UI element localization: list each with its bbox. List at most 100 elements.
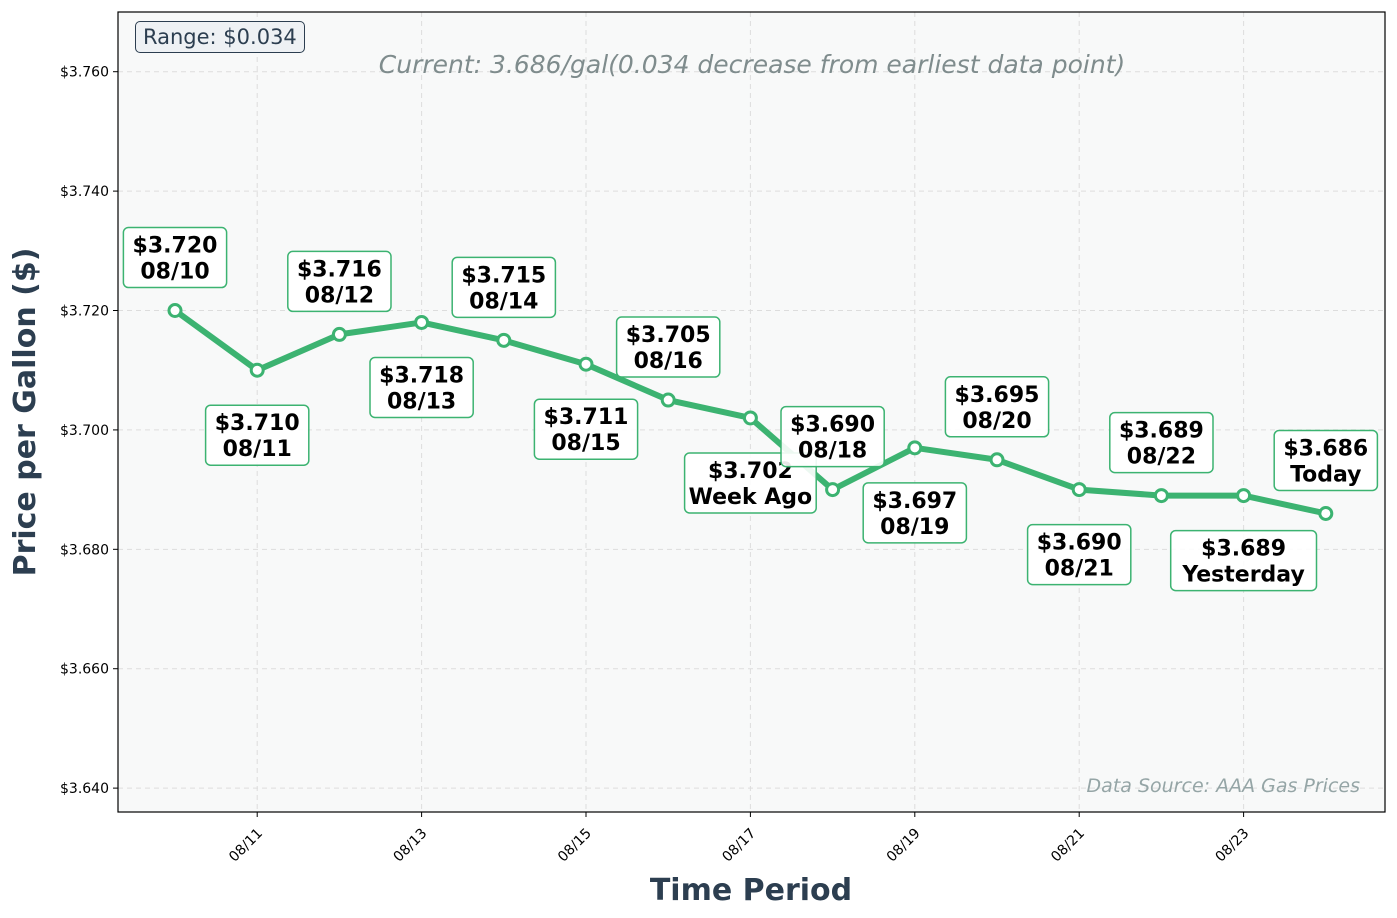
data-label-box (204, 404, 310, 466)
data-label-box (287, 250, 392, 313)
data-point (496, 332, 512, 348)
x-tick-label: 08/19 (884, 826, 924, 866)
data-label-date: 08/21 (1045, 557, 1114, 582)
range-badge: Range: $0.034 (135, 21, 305, 53)
data-label-price: $3.718 (379, 363, 464, 388)
data-label-price: $3.715 (461, 263, 546, 288)
y-tick-label: $3.660 (60, 662, 109, 678)
x-tick-label: 08/21 (1048, 826, 1088, 866)
data-label-date: Week Ago (689, 485, 813, 510)
data-label-date: 08/14 (469, 289, 538, 314)
data-point (1318, 505, 1334, 521)
source-note: Data Source: AAA Gas Prices (1087, 775, 1361, 797)
data-point (989, 452, 1005, 468)
y-axis: $3.640 $3.660 $3.680 $3.700 $3.720 $3.740 $3.7… (60, 65, 118, 797)
data-label-date: 08/18 (798, 439, 867, 464)
chart-subtitle: Current: 3.686/gal(0.034 decrease from e… (379, 50, 1125, 79)
y-tick-label: $3.680 (60, 542, 109, 558)
data-label-box (1273, 429, 1379, 492)
data-label-price: $3.689 (1201, 537, 1286, 562)
data-label-box (862, 482, 968, 544)
data-labels-group: $3.72008/10$3.71008/11$3.71608/12$3.7180… (122, 226, 1379, 592)
data-label-date: Today (1290, 462, 1361, 487)
data-label-date: 08/19 (880, 515, 949, 540)
data-label-box (615, 316, 721, 378)
data-point (414, 314, 430, 330)
data-label-date: 08/15 (551, 431, 620, 456)
x-axis: 08/11 08/13 08/15 08/17 08/19 08/21 08/23 (226, 812, 1252, 865)
data-label-date: 08/13 (387, 389, 456, 414)
data-label-box (1026, 523, 1132, 586)
data-label-price: $3.710 (215, 411, 300, 436)
data-point (742, 410, 758, 426)
data-label-box (944, 376, 1050, 438)
y-tick-label: $3.700 (60, 423, 109, 439)
x-tick-label: 08/23 (1213, 826, 1253, 866)
data-point (825, 482, 841, 498)
x-tick-label: 08/13 (391, 826, 431, 866)
data-label-box (451, 256, 557, 319)
data-point (907, 440, 923, 456)
data-label-box (533, 398, 639, 460)
data-label-price: $3.705 (626, 323, 711, 348)
x-tick-label: 08/11 (226, 826, 266, 866)
data-label-date: 08/12 (305, 283, 374, 308)
y-tick-label: $3.740 (60, 184, 109, 200)
data-point (1236, 488, 1252, 504)
y-axis-title: Price per Gallon ($) (8, 248, 43, 577)
x-tick-label: 08/15 (555, 826, 595, 866)
y-tick-label: $3.760 (60, 65, 109, 81)
data-label-date: 08/22 (1127, 445, 1196, 470)
plot-frame (117, 11, 1386, 813)
data-label-box (1169, 529, 1318, 592)
data-label-price: $3.695 (955, 383, 1040, 408)
data-label-box (122, 226, 228, 289)
data-label-price: $3.686 (1283, 436, 1368, 461)
data-label-box (369, 356, 474, 419)
data-label-price: $3.711 (544, 405, 629, 430)
data-point (249, 362, 265, 378)
data-label-date: 08/20 (962, 409, 1031, 434)
data-point (1071, 482, 1087, 498)
data-label-date: 08/16 (634, 349, 703, 374)
data-point (1153, 488, 1169, 504)
data-label-box (780, 405, 885, 468)
data-label-price: $3.720 (133, 234, 218, 259)
x-axis-title: Time Period (650, 873, 852, 908)
data-point (660, 392, 676, 408)
data-label-price: $3.697 (872, 489, 957, 514)
data-label-price: $3.690 (1037, 531, 1122, 556)
y-tick-label: $3.640 (60, 781, 109, 797)
data-point (578, 356, 594, 372)
data-label-box (1109, 411, 1214, 474)
data-label-price: $3.702 (708, 459, 793, 484)
data-points-group (167, 303, 1334, 521)
data-point (167, 303, 183, 319)
data-label-price: $3.716 (297, 257, 382, 282)
y-tick-label: $3.720 (60, 304, 109, 320)
data-label-price: $3.689 (1119, 419, 1204, 444)
data-label-date: Yesterday (1181, 563, 1304, 588)
data-label-price: $3.690 (790, 413, 875, 438)
data-label-box (683, 452, 817, 514)
x-tick-label: 08/17 (719, 826, 759, 866)
data-label-date: 08/11 (223, 437, 292, 462)
data-label-date: 08/10 (140, 260, 209, 285)
data-point (331, 326, 347, 342)
